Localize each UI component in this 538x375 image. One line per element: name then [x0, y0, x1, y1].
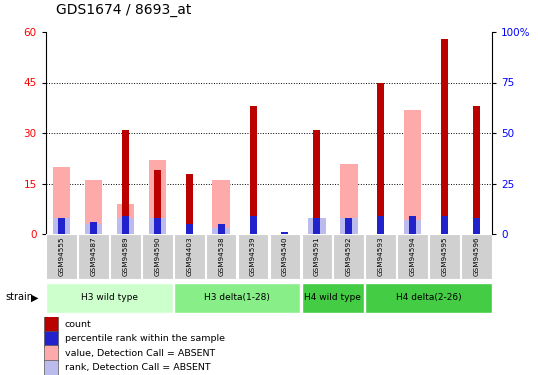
FancyBboxPatch shape: [301, 234, 332, 279]
Bar: [44, 316, 58, 332]
Bar: [345, 218, 352, 234]
Bar: [340, 164, 358, 234]
Bar: [441, 216, 448, 234]
Bar: [404, 220, 421, 234]
Bar: [85, 180, 102, 234]
FancyBboxPatch shape: [461, 234, 492, 279]
Bar: [409, 216, 416, 234]
Bar: [85, 224, 102, 234]
Text: GSM94591: GSM94591: [314, 237, 320, 276]
FancyBboxPatch shape: [334, 234, 364, 279]
Bar: [148, 218, 166, 234]
FancyBboxPatch shape: [110, 234, 141, 279]
Bar: [250, 216, 257, 234]
Bar: [377, 82, 384, 234]
Text: GDS1674 / 8693_at: GDS1674 / 8693_at: [56, 3, 192, 17]
Bar: [186, 174, 193, 234]
Text: GSM94592: GSM94592: [346, 237, 352, 276]
Bar: [44, 345, 58, 362]
Bar: [281, 232, 288, 234]
Bar: [44, 330, 58, 347]
Text: GSM94539: GSM94539: [250, 237, 256, 276]
Text: GSM94589: GSM94589: [123, 237, 129, 276]
Bar: [308, 218, 325, 234]
Bar: [154, 170, 161, 234]
Bar: [218, 224, 225, 234]
FancyBboxPatch shape: [174, 283, 300, 314]
Bar: [90, 222, 97, 234]
Text: ▶: ▶: [31, 292, 39, 303]
Bar: [117, 218, 134, 234]
Text: GSM94540: GSM94540: [282, 237, 288, 276]
Bar: [473, 106, 480, 234]
Bar: [44, 360, 58, 375]
Text: strain: strain: [5, 292, 33, 303]
Text: rank, Detection Call = ABSENT: rank, Detection Call = ABSENT: [65, 363, 210, 372]
Text: percentile rank within the sample: percentile rank within the sample: [65, 334, 225, 343]
Bar: [250, 106, 257, 234]
Bar: [313, 130, 320, 234]
Bar: [58, 218, 65, 234]
Bar: [473, 218, 480, 234]
Bar: [313, 218, 320, 234]
Text: GSM94555: GSM94555: [59, 237, 65, 276]
FancyBboxPatch shape: [429, 234, 460, 279]
Bar: [154, 218, 161, 234]
Text: GSM94590: GSM94590: [154, 237, 160, 276]
Bar: [340, 218, 358, 234]
FancyBboxPatch shape: [206, 234, 237, 279]
Bar: [122, 130, 129, 234]
FancyBboxPatch shape: [174, 234, 204, 279]
Text: value, Detection Call = ABSENT: value, Detection Call = ABSENT: [65, 349, 215, 358]
Text: GSM94593: GSM94593: [378, 237, 384, 276]
FancyBboxPatch shape: [142, 234, 173, 279]
Text: H4 delta(2-26): H4 delta(2-26): [395, 293, 461, 302]
Bar: [213, 180, 230, 234]
Bar: [148, 160, 166, 234]
Text: H3 wild type: H3 wild type: [81, 293, 138, 302]
Text: count: count: [65, 320, 91, 328]
Text: GSM94403: GSM94403: [186, 237, 192, 276]
FancyBboxPatch shape: [270, 234, 300, 279]
FancyBboxPatch shape: [365, 234, 396, 279]
FancyBboxPatch shape: [238, 234, 268, 279]
Bar: [186, 224, 193, 234]
FancyBboxPatch shape: [78, 234, 109, 279]
FancyBboxPatch shape: [301, 283, 364, 314]
FancyBboxPatch shape: [365, 283, 492, 314]
Text: H3 delta(1-28): H3 delta(1-28): [204, 293, 270, 302]
Bar: [122, 216, 129, 234]
FancyBboxPatch shape: [397, 234, 428, 279]
Bar: [53, 167, 70, 234]
Bar: [53, 218, 70, 234]
Text: GSM94594: GSM94594: [409, 237, 415, 276]
Bar: [404, 110, 421, 234]
Bar: [377, 216, 384, 234]
Text: GSM94595: GSM94595: [441, 237, 448, 276]
Bar: [213, 228, 230, 234]
Bar: [117, 204, 134, 234]
Bar: [441, 39, 448, 234]
Text: GSM94596: GSM94596: [473, 237, 479, 276]
FancyBboxPatch shape: [46, 283, 173, 314]
Text: GSM94538: GSM94538: [218, 237, 224, 276]
Text: H4 wild type: H4 wild type: [305, 293, 361, 302]
FancyBboxPatch shape: [46, 234, 77, 279]
Text: GSM94587: GSM94587: [90, 237, 97, 276]
